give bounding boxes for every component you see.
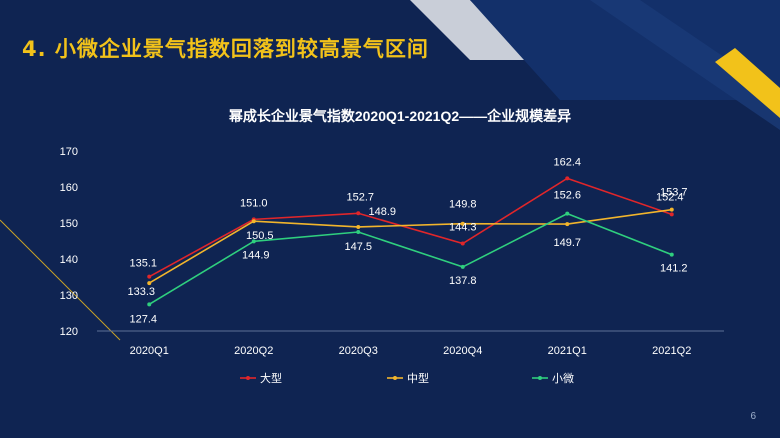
legend-label-medium: 中型 (407, 371, 429, 385)
data-point-medium (669, 207, 674, 212)
data-label-medium: 149.8 (449, 199, 477, 211)
legend-label-large: 大型 (260, 371, 282, 385)
data-point-large (565, 176, 570, 181)
y-tick-label: 120 (60, 326, 78, 338)
data-label-small: 127.4 (129, 313, 157, 325)
yellow-stripe-decoration (715, 48, 780, 118)
x-tick-label: 2020Q3 (339, 345, 378, 357)
data-point-large (356, 211, 361, 216)
y-axis: 120 130 140 150 160 170 (60, 146, 78, 338)
y-tick-label: 150 (60, 218, 78, 230)
data-label-medium: 153.7 (660, 187, 688, 199)
y-tick-label: 130 (60, 290, 78, 302)
chart-title: 幂成长企业景气指数2020Q1-2021Q2——企业规模差异 (228, 108, 571, 124)
data-label-medium: 148.9 (368, 206, 396, 218)
data-label-medium: 150.5 (246, 230, 274, 242)
x-tick-label: 2020Q1 (130, 345, 169, 357)
x-tick-label: 2021Q1 (548, 345, 587, 357)
data-point-medium (565, 222, 570, 227)
data-labels: 135.1 151.0 152.7 144.3 162.4 152.4 133.3 150.5… (127, 156, 687, 325)
slide-title: 4. 小微企业景气指数回落到较高景气区间 (22, 37, 429, 61)
data-label-large: 144.3 (449, 222, 477, 234)
legend-marker-small (538, 376, 542, 380)
data-label-medium: 133.3 (127, 286, 155, 298)
x-tick-label: 2021Q2 (652, 345, 691, 357)
data-point-small (460, 264, 465, 269)
data-label-large: 152.7 (346, 191, 374, 203)
data-point-small (565, 211, 570, 216)
legend-label-small: 小微 (552, 371, 574, 385)
data-point-small (251, 239, 256, 244)
x-axis: 2020Q1 2020Q2 2020Q3 2020Q4 2021Q1 2021Q2 (130, 345, 692, 357)
legend-marker-medium (393, 376, 397, 380)
data-label-small: 144.9 (242, 249, 270, 261)
x-tick-label: 2020Q4 (443, 345, 482, 357)
blue-stripe-decoration (590, 0, 780, 130)
y-tick-label: 160 (60, 182, 78, 194)
data-label-small: 137.8 (449, 275, 477, 287)
data-point-small (147, 302, 152, 307)
data-point-small (669, 252, 674, 257)
data-label-medium: 149.7 (553, 237, 581, 249)
y-tick-label: 170 (60, 146, 78, 158)
legend: 大型 中型 小微 (240, 371, 574, 385)
data-label-large: 135.1 (129, 258, 157, 270)
data-point-medium (251, 219, 256, 224)
data-label-small: 147.5 (344, 241, 372, 253)
data-point-small (356, 230, 361, 234)
data-label-large: 162.4 (553, 156, 581, 168)
data-label-large: 151.0 (240, 197, 268, 209)
data-point-large (460, 241, 465, 246)
data-point-large (669, 212, 674, 217)
data-label-small: 141.2 (660, 263, 688, 275)
data-label-small: 152.6 (553, 190, 581, 202)
legend-marker-large (246, 376, 250, 380)
data-point-large (147, 274, 152, 279)
series-line-medium (148, 208, 672, 284)
data-point-medium (147, 281, 152, 286)
data-point-medium (460, 221, 465, 226)
series-line-small (148, 212, 673, 306)
data-label-large: 152.4 (656, 191, 684, 203)
y-tick-label: 140 (60, 254, 78, 266)
gray-stripe-decoration (410, 0, 530, 60)
page-number: 6 (750, 411, 756, 422)
gold-line-decoration (0, 219, 121, 341)
series-line-large (148, 177, 673, 278)
x-tick-label: 2020Q2 (234, 345, 273, 357)
data-point-medium (356, 224, 361, 229)
plot-area (147, 176, 674, 307)
